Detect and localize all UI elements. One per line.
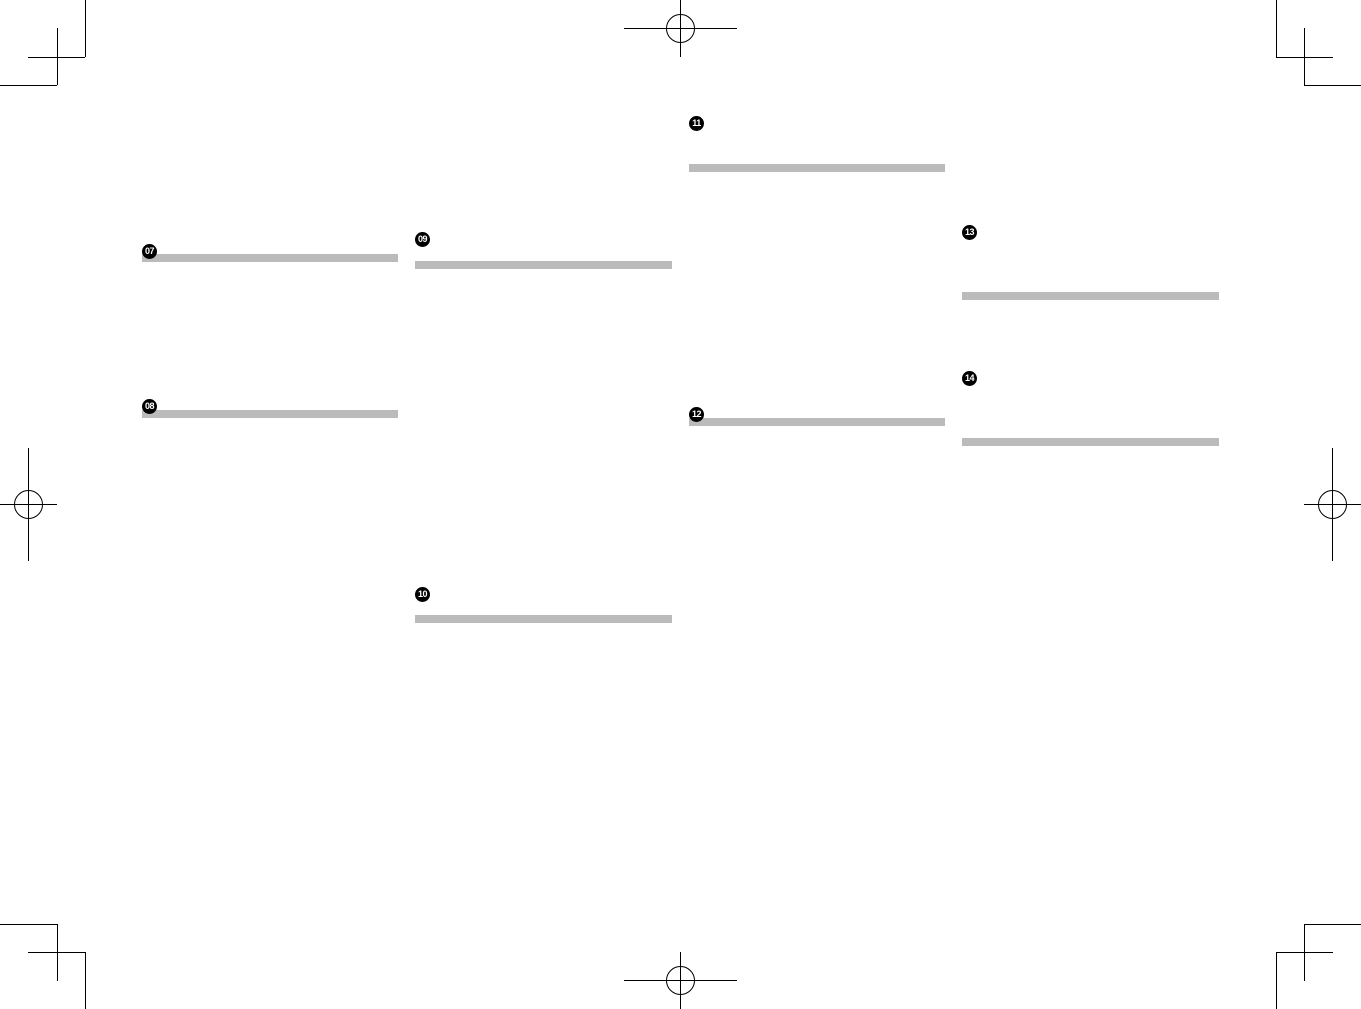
section-number-marker: 13	[962, 225, 977, 240]
crop-mark-top-left	[0, 0, 86, 86]
crop-mark-bottom-left	[0, 924, 86, 1009]
section-number-marker: 12	[689, 407, 704, 422]
crop-mark-bottom-right	[1276, 924, 1361, 1009]
section-heading-bar	[962, 438, 1219, 446]
registration-mark-left	[0, 448, 57, 561]
section-number-marker: 14	[962, 371, 977, 386]
crop-mark-top-right	[1276, 0, 1361, 86]
registration-mark-bottom	[624, 952, 737, 1009]
section-heading-bar	[689, 418, 945, 426]
section-number-marker: 08	[142, 399, 157, 414]
section-number-marker: 11	[689, 116, 704, 131]
section-heading-bar	[689, 164, 945, 172]
section-heading-bar	[415, 261, 672, 269]
section-heading-bar	[962, 292, 1219, 300]
section-number-marker: 10	[415, 587, 430, 602]
section-heading-bar	[142, 254, 398, 262]
registration-mark-top	[624, 0, 737, 57]
section-number-marker: 09	[415, 232, 430, 247]
registration-mark-right	[1304, 448, 1361, 561]
section-number-marker: 07	[142, 244, 157, 259]
section-heading-bar	[142, 410, 398, 418]
section-heading-bar	[415, 615, 672, 623]
